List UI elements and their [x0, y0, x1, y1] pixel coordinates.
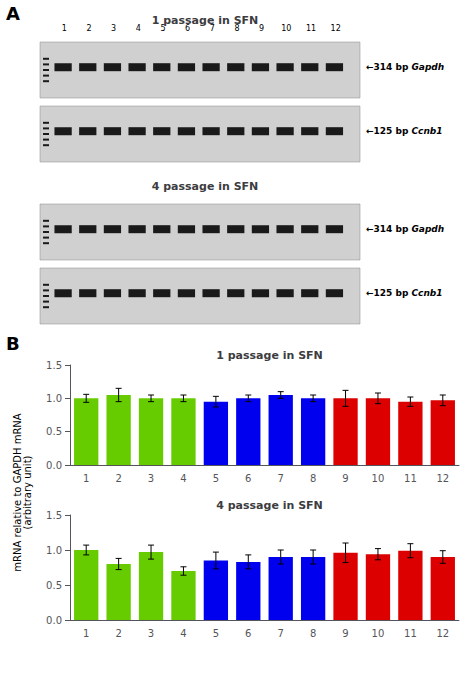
svg-text:6: 6 — [245, 628, 251, 639]
svg-text:0.0: 0.0 — [46, 615, 62, 626]
svg-text:9: 9 — [259, 24, 264, 33]
svg-text:0.5: 0.5 — [46, 580, 62, 591]
svg-text:11: 11 — [404, 628, 417, 639]
svg-text:4: 4 — [180, 473, 186, 484]
svg-text:7: 7 — [278, 628, 284, 639]
svg-text:12: 12 — [436, 628, 449, 639]
svg-text:3: 3 — [148, 473, 154, 484]
svg-text:1.0: 1.0 — [46, 393, 62, 404]
svg-text:←314 bp: ←314 bp — [366, 62, 411, 72]
svg-text:8: 8 — [310, 628, 316, 639]
svg-text:2: 2 — [115, 628, 121, 639]
svg-text:1: 1 — [83, 473, 89, 484]
svg-text:3: 3 — [111, 24, 116, 33]
svg-text:9: 9 — [342, 628, 348, 639]
svg-text:3: 3 — [148, 628, 154, 639]
svg-text:4: 4 — [136, 24, 141, 33]
svg-text:10: 10 — [372, 628, 385, 639]
svg-text:8: 8 — [310, 473, 316, 484]
svg-text:Gapdh: Gapdh — [411, 224, 444, 234]
svg-text:1.5: 1.5 — [46, 360, 62, 371]
svg-text:1: 1 — [62, 24, 67, 33]
svg-text:←125 bp: ←125 bp — [366, 126, 411, 136]
svg-text:0.0: 0.0 — [46, 460, 62, 471]
svg-text:12: 12 — [331, 24, 341, 33]
svg-text:4 passage in SFN: 4 passage in SFN — [152, 180, 259, 193]
svg-text:mRNA relative to GAPDH mRNA: mRNA relative to GAPDH mRNA — [11, 413, 23, 572]
svg-text:10: 10 — [372, 473, 385, 484]
svg-text:4: 4 — [180, 628, 186, 639]
svg-text:5: 5 — [213, 628, 219, 639]
svg-text:2: 2 — [86, 24, 91, 33]
svg-text:Ccnb1: Ccnb1 — [411, 126, 442, 136]
svg-text:5: 5 — [213, 473, 219, 484]
svg-text:1 passage in SFN: 1 passage in SFN — [216, 349, 323, 362]
svg-text:7: 7 — [278, 473, 284, 484]
svg-text:7: 7 — [209, 23, 215, 33]
svg-text:8: 8 — [234, 23, 240, 33]
svg-text:←314 bp: ←314 bp — [366, 224, 411, 234]
svg-text:1 passage in SFN: 1 passage in SFN — [152, 14, 259, 27]
svg-text:6: 6 — [245, 473, 251, 484]
svg-text:A: A — [6, 3, 20, 24]
svg-text:(arbitrary unit): (arbitrary unit) — [22, 455, 33, 529]
svg-text:11: 11 — [404, 473, 417, 484]
svg-text:9: 9 — [342, 473, 348, 484]
svg-text:12: 12 — [436, 473, 449, 484]
svg-text:Ccnb1: Ccnb1 — [411, 288, 442, 298]
svg-text:B: B — [6, 333, 20, 354]
svg-text:5: 5 — [160, 23, 166, 33]
svg-text:0.5: 0.5 — [46, 426, 62, 437]
svg-text:2: 2 — [115, 473, 121, 484]
svg-text:1: 1 — [83, 628, 89, 639]
svg-text:4 passage in SFN: 4 passage in SFN — [216, 499, 323, 512]
svg-text:←125 bp: ←125 bp — [366, 288, 411, 298]
svg-text:Gapdh: Gapdh — [411, 62, 444, 72]
svg-text:11: 11 — [306, 24, 316, 33]
svg-text:6: 6 — [185, 23, 191, 33]
svg-text:10: 10 — [281, 24, 291, 33]
svg-text:1.0: 1.0 — [46, 545, 62, 556]
svg-text:1.5: 1.5 — [46, 510, 62, 521]
